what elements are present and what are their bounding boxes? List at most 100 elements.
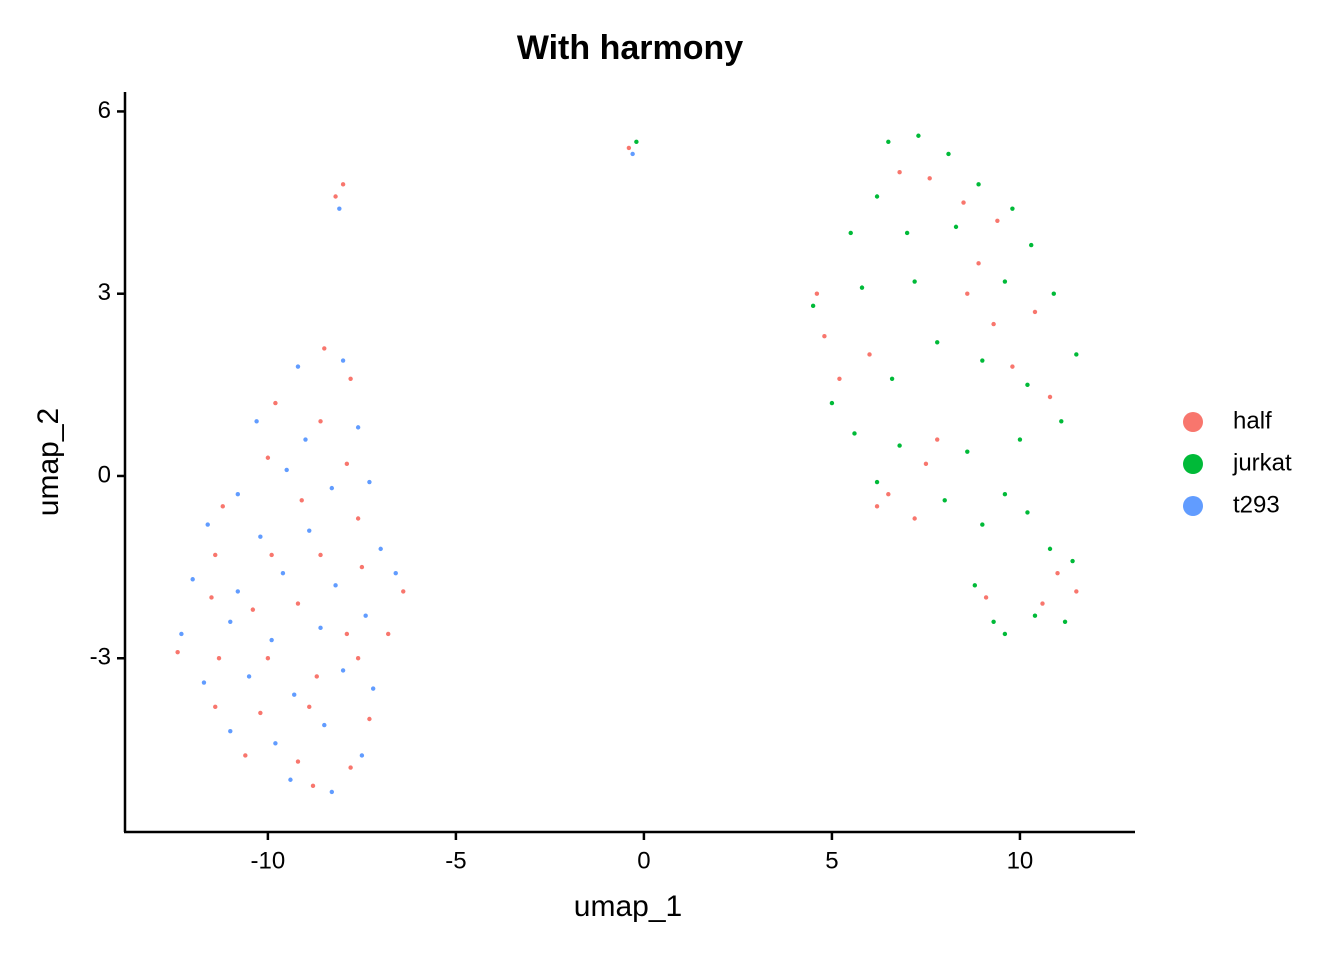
point xyxy=(874,194,880,199)
point xyxy=(318,419,323,424)
point xyxy=(329,789,335,795)
point xyxy=(363,613,368,618)
point xyxy=(976,182,981,187)
point xyxy=(912,516,917,521)
point xyxy=(337,206,342,211)
point xyxy=(1002,631,1008,637)
point xyxy=(284,467,289,473)
point xyxy=(852,431,857,436)
point xyxy=(235,492,241,497)
point xyxy=(935,437,940,442)
point xyxy=(889,376,895,381)
point xyxy=(822,334,827,339)
point xyxy=(322,346,327,351)
point xyxy=(1074,589,1079,594)
point xyxy=(307,528,312,533)
point xyxy=(344,631,350,637)
point xyxy=(367,479,372,485)
point xyxy=(1062,619,1068,624)
point xyxy=(1025,382,1030,388)
point xyxy=(213,704,218,710)
x-tick-label: -10 xyxy=(251,847,286,874)
point xyxy=(1032,613,1038,618)
y-tick-label: 6 xyxy=(98,97,111,124)
point xyxy=(1029,242,1034,248)
point xyxy=(307,704,312,710)
y-tick-label: 3 xyxy=(98,279,111,306)
point xyxy=(848,230,853,236)
y-axis-label: umap_2 xyxy=(32,408,65,516)
point xyxy=(318,625,323,631)
point xyxy=(288,777,293,782)
point xyxy=(273,741,278,746)
point xyxy=(1051,291,1056,296)
point xyxy=(295,364,301,369)
point xyxy=(190,577,195,582)
point xyxy=(886,492,891,497)
legend-swatch xyxy=(1183,412,1203,432)
point xyxy=(1002,279,1008,284)
point xyxy=(355,425,361,430)
x-tick-label: -5 xyxy=(445,847,466,874)
point xyxy=(299,498,304,503)
point xyxy=(912,279,917,284)
point xyxy=(965,291,970,296)
point xyxy=(269,637,274,643)
point xyxy=(1040,601,1045,606)
x-tick-label: 0 xyxy=(637,847,650,874)
point xyxy=(220,504,225,509)
point xyxy=(265,455,271,460)
point xyxy=(205,522,210,527)
point xyxy=(630,151,635,157)
point xyxy=(348,376,353,381)
point xyxy=(318,552,323,558)
point xyxy=(179,631,184,637)
point xyxy=(243,753,248,758)
point xyxy=(976,261,981,266)
point xyxy=(965,449,970,454)
point xyxy=(329,485,335,491)
point xyxy=(983,595,989,600)
point xyxy=(269,552,274,558)
point xyxy=(867,352,872,357)
point xyxy=(295,601,301,606)
point xyxy=(258,534,263,539)
point xyxy=(995,218,1000,224)
point xyxy=(254,419,259,424)
point xyxy=(923,461,929,467)
point xyxy=(401,589,406,594)
point xyxy=(280,570,286,576)
point xyxy=(344,461,350,467)
point xyxy=(213,552,218,558)
point xyxy=(393,570,398,576)
point xyxy=(991,321,996,327)
point xyxy=(250,607,256,612)
x-axis-label: umap_1 xyxy=(574,890,682,923)
point xyxy=(1025,510,1030,515)
point xyxy=(378,546,383,552)
point xyxy=(201,680,207,685)
point xyxy=(1047,394,1053,400)
legend-label: jurkat xyxy=(1232,449,1292,476)
point xyxy=(359,564,365,570)
point xyxy=(1010,364,1015,369)
point xyxy=(228,728,233,734)
point xyxy=(355,516,361,521)
point xyxy=(340,182,346,187)
point xyxy=(626,145,632,151)
point xyxy=(886,139,891,145)
point xyxy=(904,230,910,236)
point xyxy=(303,437,308,442)
point xyxy=(246,674,252,679)
point xyxy=(961,200,966,205)
point xyxy=(175,649,180,655)
x-tick-label: 5 xyxy=(825,847,838,874)
point xyxy=(258,710,263,716)
point xyxy=(1047,546,1053,552)
point xyxy=(991,619,996,624)
point xyxy=(1055,570,1060,576)
point xyxy=(810,303,816,309)
point xyxy=(1070,558,1075,564)
point xyxy=(386,631,391,637)
